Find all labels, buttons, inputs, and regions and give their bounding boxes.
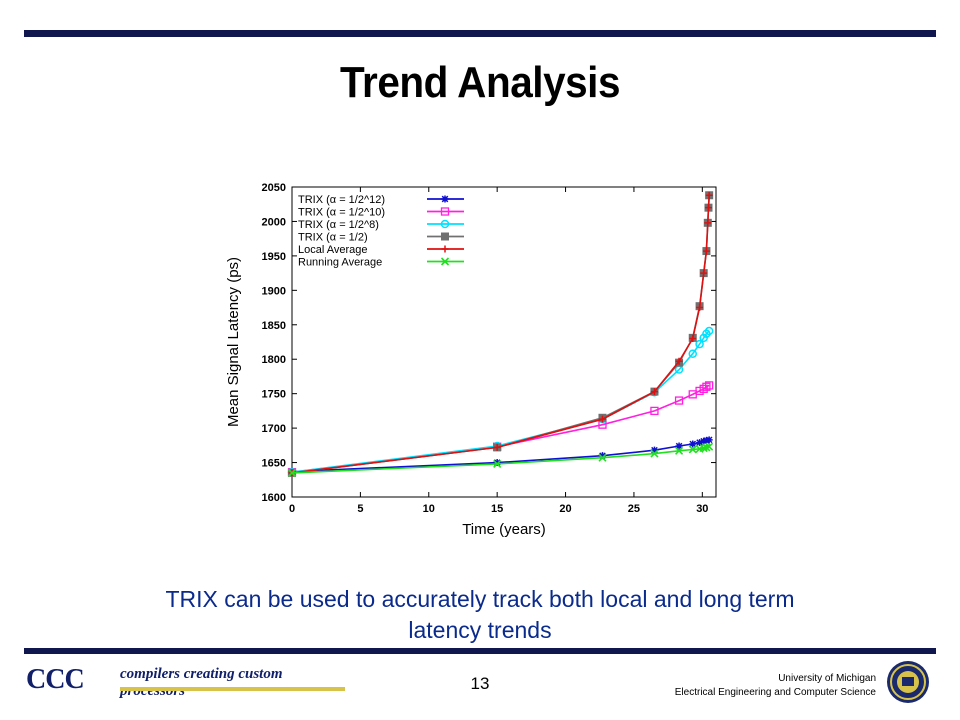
data-point xyxy=(689,335,697,343)
data-point xyxy=(650,388,658,396)
data-point xyxy=(650,449,659,458)
legend-marker xyxy=(440,207,450,216)
data-point xyxy=(704,326,714,336)
data-point xyxy=(598,415,606,423)
legend-entry: Running Average xyxy=(298,257,464,269)
legend-label: Running Average xyxy=(298,257,382,269)
plot-frame xyxy=(291,186,717,498)
data-point xyxy=(702,382,711,391)
y-axis-label: Mean Signal Latency (ps) xyxy=(225,257,242,427)
data-point xyxy=(696,439,704,447)
data-point xyxy=(287,468,297,477)
university-name: University of Michigan xyxy=(778,673,876,684)
data-point xyxy=(674,396,684,405)
data-point xyxy=(704,219,712,227)
data-point xyxy=(493,443,501,451)
y-tick-label: 2050 xyxy=(262,182,286,194)
caption: TRIX can be used to accurately track bot… xyxy=(90,584,870,646)
y-tick-label: 1900 xyxy=(262,285,286,297)
data-point xyxy=(675,357,683,365)
x-tick-label: 10 xyxy=(423,503,435,515)
legend-entry: TRIX (α = 1/2) xyxy=(298,232,464,244)
data-point xyxy=(702,443,711,452)
legend-marker xyxy=(441,195,449,203)
data-point xyxy=(688,349,697,358)
series-5 xyxy=(287,442,714,477)
x-tick-label: 30 xyxy=(696,503,708,515)
data-point xyxy=(675,446,684,455)
data-point xyxy=(704,204,712,212)
x-tick-label: 5 xyxy=(357,503,363,515)
legend-entry: TRIX (α = 1/2^8) xyxy=(298,219,464,231)
slide-title: Trend Analysis xyxy=(339,58,621,107)
data-point xyxy=(705,381,714,390)
legend-marker xyxy=(441,245,449,253)
chart: 1600165017001750180018501900195020002050… xyxy=(225,182,717,538)
x-tick-label: 0 xyxy=(289,503,295,515)
legend-marker xyxy=(440,257,450,266)
legend-label: Local Average xyxy=(298,244,368,256)
caption-line-1: TRIX can be used to accurately track bot… xyxy=(165,586,795,612)
university-seal-icon xyxy=(887,661,929,703)
data-point xyxy=(689,440,697,448)
data-point xyxy=(700,269,708,277)
data-point xyxy=(650,406,659,416)
data-point xyxy=(598,452,606,460)
logo-mark: CCC xyxy=(26,664,85,695)
y-tick-label: 1600 xyxy=(262,492,286,504)
legend-label: TRIX (α = 1/2^10) xyxy=(298,207,385,219)
legend-entry: Local Average xyxy=(298,244,464,256)
data-point xyxy=(696,304,704,312)
university-credit: University of Michigan Electrical Engine… xyxy=(675,672,876,700)
data-point xyxy=(688,445,697,454)
top-rule xyxy=(24,30,936,37)
x-axis-label: Time (years) xyxy=(462,521,546,538)
series-0 xyxy=(288,436,713,476)
y-tick-label: 1850 xyxy=(262,320,286,332)
data-point xyxy=(705,436,713,444)
x-tick-label: 20 xyxy=(559,503,571,515)
data-point xyxy=(705,191,713,199)
y-tick-label: 1650 xyxy=(262,458,286,470)
y-tick-label: 2000 xyxy=(262,216,286,228)
data-point xyxy=(650,446,658,454)
y-tick-label: 1750 xyxy=(262,389,286,401)
series-line xyxy=(291,384,710,473)
bottom-rule xyxy=(24,648,936,654)
page-number: 13 xyxy=(470,674,490,693)
legend-marker xyxy=(441,232,449,241)
legend-entry: TRIX (α = 1/2^12) xyxy=(298,194,464,206)
data-point xyxy=(493,459,501,467)
data-point xyxy=(675,442,683,450)
data-point xyxy=(695,339,704,349)
y-tick-label: 1950 xyxy=(262,251,286,263)
legend-entry: TRIX (α = 1/2^10) xyxy=(298,207,464,219)
legend-marker xyxy=(440,219,450,229)
department-name: Electrical Engineering and Computer Scie… xyxy=(674,687,876,698)
legend-label: TRIX (α = 1/2) xyxy=(298,232,368,244)
series-4 xyxy=(288,191,713,477)
data-point xyxy=(705,442,714,451)
y-tick-label: 1700 xyxy=(262,423,286,435)
data-point xyxy=(493,459,502,468)
x-tick-label: 15 xyxy=(491,503,503,515)
logo-underline xyxy=(120,687,345,691)
x-tick-label: 25 xyxy=(628,503,640,515)
legend-label: TRIX (α = 1/2^8) xyxy=(298,219,379,231)
caption-line-2: latency trends xyxy=(408,617,552,643)
y-tick-label: 1800 xyxy=(262,354,286,366)
legend-label: TRIX (α = 1/2^12) xyxy=(298,194,385,206)
data-point xyxy=(702,247,710,255)
ccc-logo: CCC compilers creating custom processors xyxy=(24,660,345,699)
data-point xyxy=(598,453,607,462)
